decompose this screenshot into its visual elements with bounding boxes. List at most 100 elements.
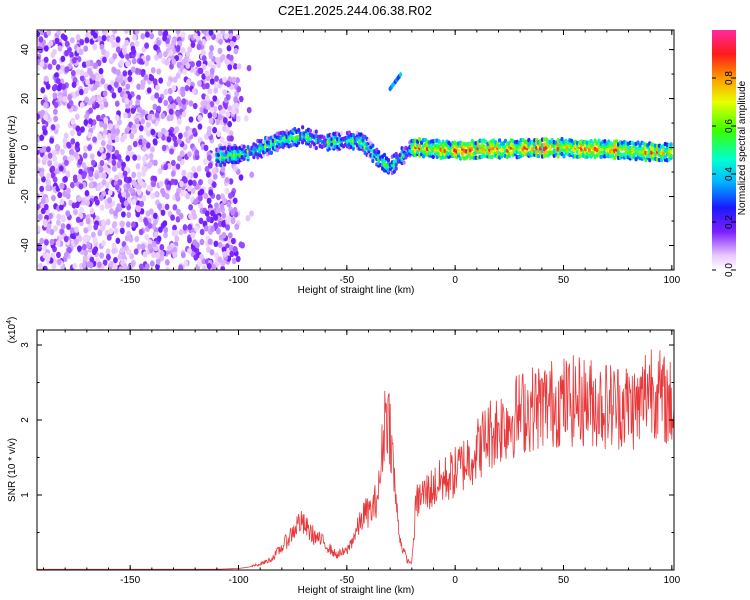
spectrogram-cell bbox=[163, 50, 168, 58]
spectrogram-cell bbox=[193, 32, 198, 40]
spectrogram-cell bbox=[112, 263, 118, 270]
spectrogram-cell bbox=[99, 103, 105, 111]
spectrogram-cell bbox=[82, 152, 88, 159]
spectrogram-cell bbox=[152, 78, 158, 85]
spectrogram-cell bbox=[58, 165, 64, 172]
spectrogram-cell bbox=[269, 150, 274, 156]
y-tick-label: -40 bbox=[20, 238, 31, 253]
spectrogram-cell bbox=[197, 114, 203, 122]
spectrogram-cell bbox=[170, 159, 176, 167]
spectrogram-cell bbox=[109, 80, 115, 87]
spectrogram-cell bbox=[141, 165, 147, 173]
spectrogram-cell bbox=[84, 113, 90, 120]
spectrogram-cell bbox=[107, 123, 113, 130]
spectrogram-cell bbox=[152, 159, 158, 167]
spectrogram-cell bbox=[190, 41, 196, 48]
spectrogram-cell bbox=[179, 150, 185, 158]
spectrogram-cell bbox=[119, 227, 125, 235]
spectrogram-cell bbox=[135, 210, 141, 218]
spectrogram-cell bbox=[154, 54, 159, 61]
spectrogram-cell bbox=[367, 138, 371, 143]
spectrogram-cell bbox=[193, 172, 199, 179]
spectrogram-cell bbox=[186, 78, 191, 86]
spectrogram-cell bbox=[63, 132, 69, 139]
spectrogram-cell bbox=[79, 75, 85, 82]
spectrogram-cell bbox=[69, 51, 74, 59]
spectrogram-cell bbox=[122, 170, 128, 178]
spectrogram-cell bbox=[206, 154, 212, 161]
spectrogram-cell bbox=[164, 259, 170, 266]
spectrogram-cell bbox=[160, 112, 166, 120]
spectrogram-cell bbox=[194, 225, 199, 232]
spectrogram-cell bbox=[212, 173, 218, 180]
spectrogram-cell bbox=[52, 108, 58, 115]
x-tick-label: 50 bbox=[558, 575, 570, 586]
spectrogram-cell bbox=[81, 61, 87, 68]
spectrogram-cell bbox=[227, 120, 233, 128]
spectrogram-cell bbox=[107, 189, 113, 196]
spectrogram-cell bbox=[207, 238, 213, 245]
spectrogram-cell bbox=[178, 264, 184, 270]
spectrogram-cell bbox=[188, 100, 194, 107]
spectrogram-cell bbox=[198, 202, 204, 209]
spectrogram-cell bbox=[147, 239, 153, 246]
spectrogram-cell bbox=[78, 48, 84, 56]
spectrogram-cell bbox=[109, 260, 114, 268]
spectrogram-cell bbox=[105, 50, 110, 57]
spectrogram-cell bbox=[351, 132, 355, 138]
snr-ticks: -150 -100 -50 0 50 100 1 2 3 bbox=[20, 330, 681, 586]
spectrogram-cell bbox=[116, 154, 122, 161]
spectrogram-cell bbox=[139, 179, 144, 187]
spectrogram-cell bbox=[125, 83, 131, 90]
spectrogram-cell bbox=[172, 224, 177, 232]
spectrogram-cell bbox=[163, 88, 169, 96]
spectrogram-cell bbox=[153, 231, 159, 239]
spectrogram-cell bbox=[100, 224, 106, 231]
spectrogram-cell bbox=[556, 154, 560, 159]
spectrogram-cell bbox=[125, 53, 130, 60]
spectrogram-cell bbox=[175, 208, 181, 215]
spectrogram-cell bbox=[93, 62, 99, 69]
colorbar-ticks: 0.0 0.2 0.4 0.6 0.8 bbox=[712, 71, 736, 277]
spectrogram-cell bbox=[47, 160, 52, 167]
spectrogram-cell bbox=[180, 31, 186, 38]
spectrogram-cell bbox=[231, 257, 237, 265]
spectrogram-cell bbox=[79, 206, 84, 214]
spectrogram-cell bbox=[89, 207, 95, 215]
spectrogram-cell bbox=[187, 223, 193, 231]
spectrogram-cell bbox=[56, 213, 62, 221]
spectrogram-cell bbox=[56, 84, 62, 92]
spectrogram-cell bbox=[69, 129, 75, 137]
spectrogram-cell bbox=[176, 61, 182, 69]
spectrogram-cell bbox=[202, 158, 208, 165]
spectrogram-cell bbox=[188, 116, 194, 123]
chart-title: C2E1.2025.244.06.38.R02 bbox=[278, 3, 432, 18]
spectrogram-cell bbox=[37, 113, 41, 120]
spectrogram-cell bbox=[72, 57, 77, 64]
spectrogram-cell bbox=[80, 126, 85, 133]
spectrogram-cell bbox=[216, 206, 221, 214]
spectrogram-cell bbox=[166, 80, 172, 87]
spectrogram-cell bbox=[59, 198, 65, 206]
spectrogram-cell bbox=[252, 154, 256, 160]
spectrogram-cell bbox=[101, 48, 107, 56]
spectrogram-cell bbox=[43, 114, 48, 121]
spectrogram-cell bbox=[194, 149, 200, 156]
spectrogram-cell bbox=[129, 187, 134, 194]
spectrogram-cell bbox=[66, 187, 71, 195]
spectrogram-cell bbox=[45, 83, 51, 90]
spectrogram-cell bbox=[88, 182, 94, 189]
spectrogram-cell bbox=[102, 123, 108, 130]
spectrogram-cell bbox=[211, 181, 217, 188]
spectrogram-cell bbox=[226, 80, 231, 88]
spectrogram-cell bbox=[172, 76, 178, 83]
spectrogram-cell bbox=[137, 106, 142, 113]
spectrogram-cell bbox=[115, 46, 121, 53]
spectrogram-cell bbox=[131, 198, 137, 206]
spectrogram-cell bbox=[229, 250, 235, 258]
spectrogram-cell bbox=[102, 90, 108, 97]
spectrogram-cell bbox=[136, 188, 142, 196]
spectrogram-cell bbox=[220, 220, 226, 227]
spectrogram-cell bbox=[228, 244, 234, 252]
spectrogram-cell bbox=[52, 92, 58, 99]
